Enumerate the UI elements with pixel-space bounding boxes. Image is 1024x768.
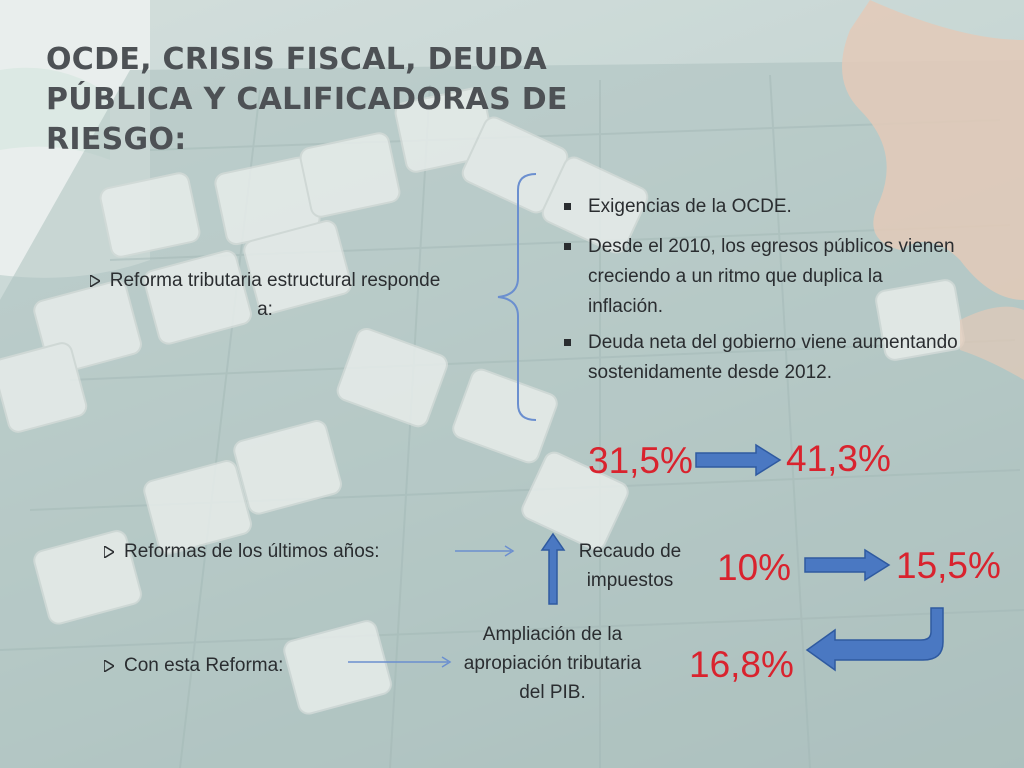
bent-left-arrow-icon xyxy=(805,607,944,672)
arrow-bullet-icon xyxy=(89,275,100,287)
list-item: Deuda neta del gobierno viene aumentando… xyxy=(560,328,960,388)
square-bullet-icon xyxy=(564,339,571,346)
up-arrow-icon xyxy=(540,532,566,605)
deuda-to-value: 41,3% xyxy=(786,438,891,479)
final-pct-value: 16,8% xyxy=(689,644,794,685)
square-bullet-icon xyxy=(564,243,571,250)
causes-list: Exigencias de la OCDE. Desde el 2010, lo… xyxy=(560,192,960,388)
arrow-bullet-icon xyxy=(104,660,114,672)
ampliacion-label: Ampliación de la apropiación tributaria … xyxy=(463,624,642,703)
curly-brace-icon xyxy=(497,173,537,421)
square-bullet-icon xyxy=(564,203,571,210)
con-reforma-text: Con esta Reforma: xyxy=(124,655,284,676)
reformas-anos-item: Reformas de los últimos años: xyxy=(104,537,380,566)
recaudo-label: Recaudo de impuestos xyxy=(578,541,682,591)
thin-right-arrow-icon xyxy=(455,545,515,557)
list-item: Exigencias de la OCDE. xyxy=(560,192,960,222)
list-item: Desde el 2010, los egresos públicos vien… xyxy=(560,232,960,322)
reforma-tributaria-item: Reforma tributaria estructural responde … xyxy=(80,266,450,324)
right-arrow-icon xyxy=(804,548,891,582)
reforma-tributaria-text: Reforma tributaria estructural responde … xyxy=(109,270,441,320)
recaudo-from-value: 10% xyxy=(717,547,792,588)
recaudo-to-value: 15,5% xyxy=(896,545,1001,586)
slide-title: OCDE, CRISIS FISCAL, DEUDA PÚBLICA Y CAL… xyxy=(46,42,568,157)
right-arrow-icon xyxy=(695,443,782,477)
con-reforma-item: Con esta Reforma: xyxy=(104,651,283,680)
deuda-from-value: 31,5% xyxy=(588,440,693,481)
arrow-bullet-icon xyxy=(104,546,114,558)
reformas-anos-text: Reformas de los últimos años: xyxy=(124,541,380,562)
thin-right-arrow-icon xyxy=(348,656,452,668)
